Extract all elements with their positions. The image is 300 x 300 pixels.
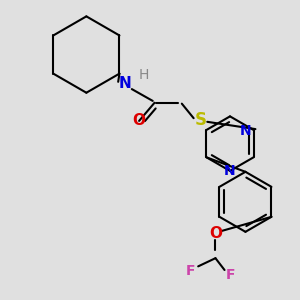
- Text: O: O: [209, 226, 222, 241]
- Text: F: F: [225, 268, 235, 281]
- Text: S: S: [195, 111, 207, 129]
- Text: N: N: [240, 124, 251, 138]
- Text: N: N: [118, 76, 131, 91]
- Text: F: F: [186, 264, 196, 278]
- Text: N: N: [224, 164, 236, 178]
- Text: O: O: [133, 113, 146, 128]
- Text: H: H: [138, 68, 149, 83]
